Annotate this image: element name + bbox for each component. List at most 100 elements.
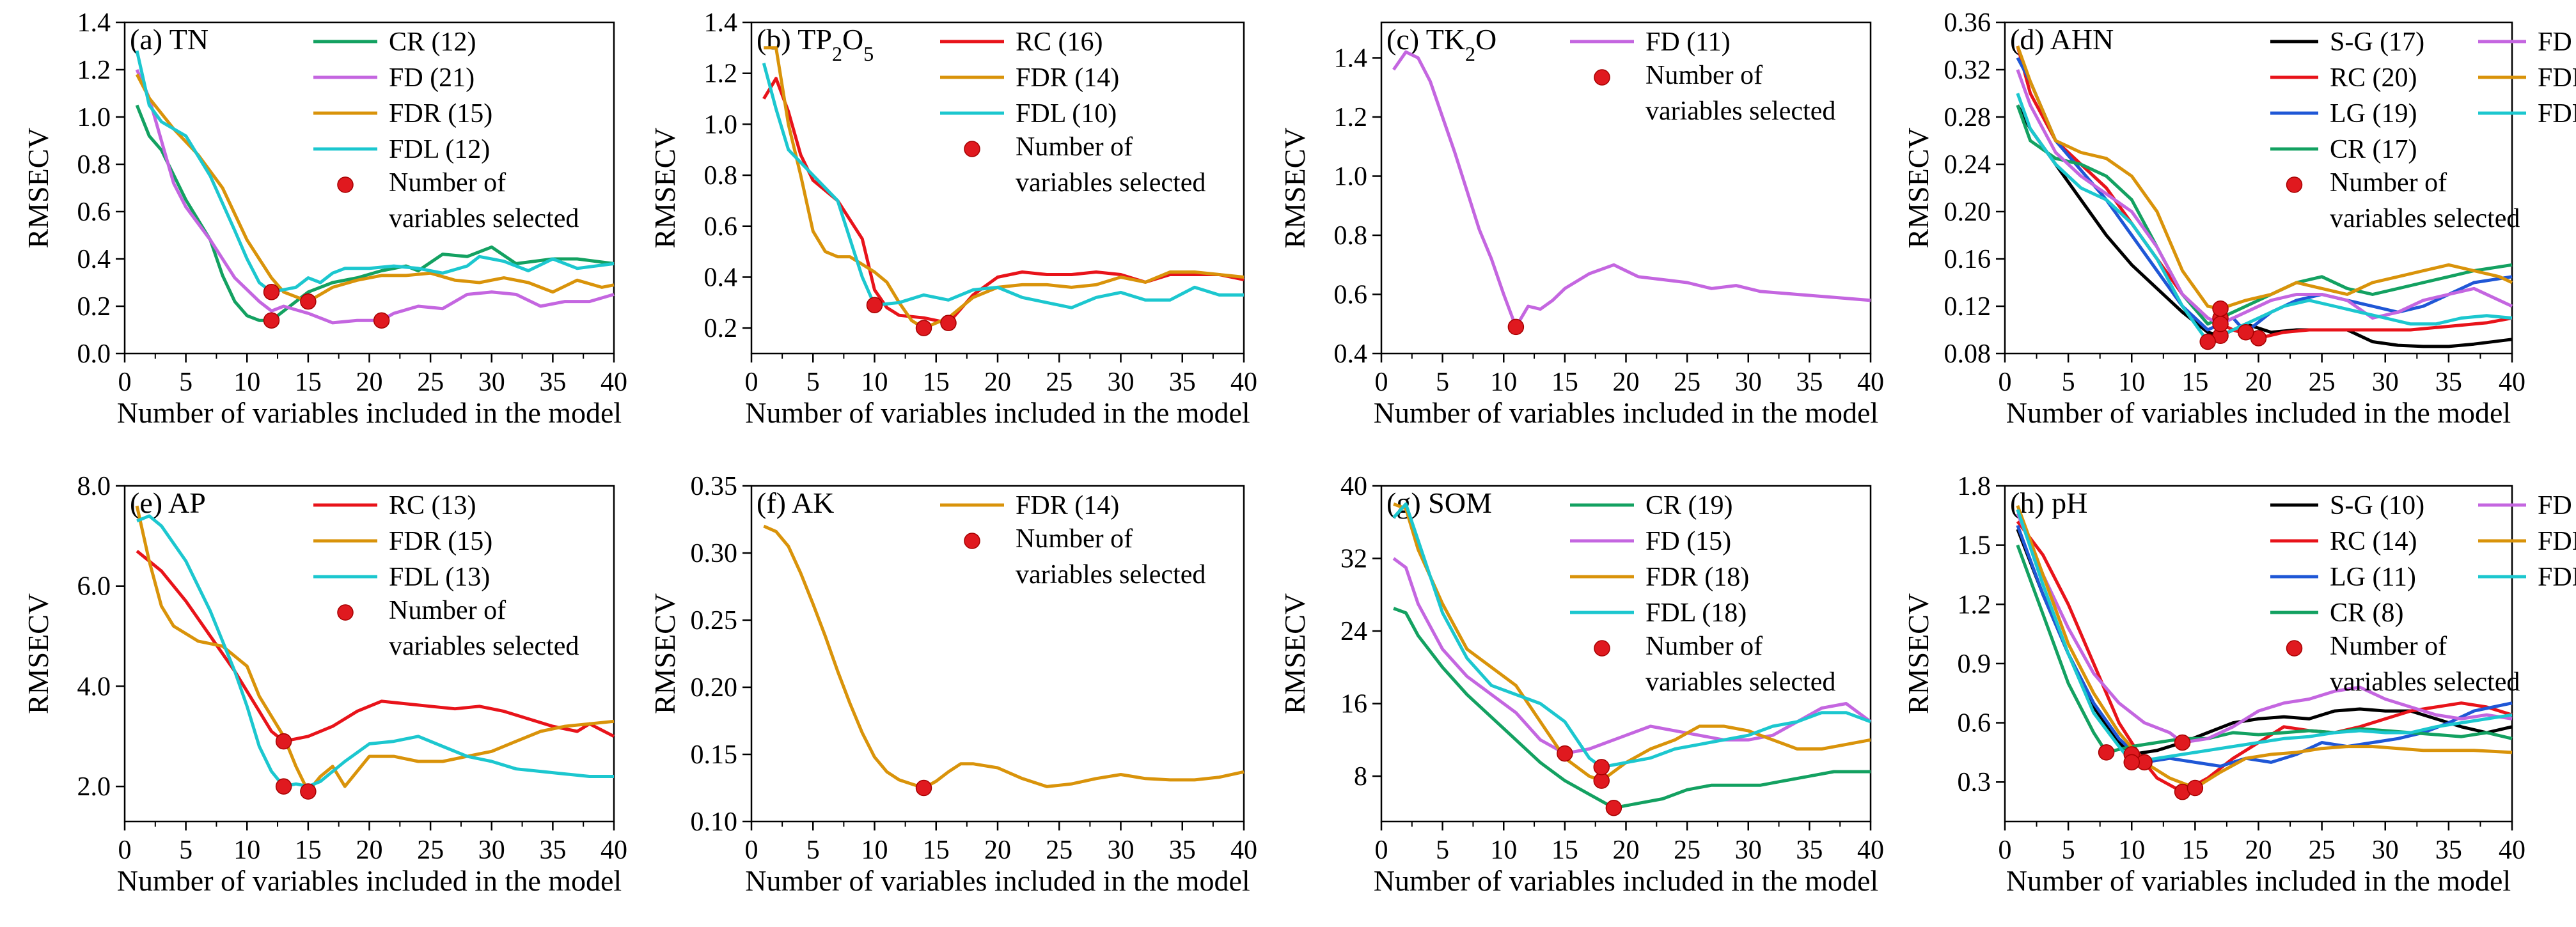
y-tick-label: 0.32	[1944, 56, 1991, 85]
legend-marker-label-line2: variables selected	[2330, 667, 2520, 697]
x-tick-label: 15	[295, 836, 322, 865]
chart-panel-d: 0 5 10 15 20 25 30 35 40 0.08 0.12 0.16 0.20 0.24 0.28…	[1902, 8, 2576, 429]
x-tick-label: 40	[2499, 368, 2525, 397]
selected-point-fdl	[2123, 754, 2140, 771]
legend-label-fdr: FDR (14)	[1016, 63, 1119, 93]
legend-marker-label-line2: variables selected	[389, 204, 579, 233]
series-line-fd	[1392, 557, 1872, 756]
legend-label-lg: LG (11)	[2330, 563, 2416, 592]
x-axis-label: Number of variables included in the mode…	[2006, 396, 2511, 429]
panel-title: (b) TP2O5	[757, 23, 874, 65]
chart-panel-b: 0 5 10 15 20 25 30 35 40 0.2 0.4 0.6 0.8 1.0 1.2 1.4 Num…	[648, 8, 1257, 429]
x-tick-label: 0	[1375, 836, 1388, 865]
x-tick-label: 25	[1674, 368, 1700, 397]
selected-point-cr	[1605, 799, 1622, 816]
series-line-fdl	[1392, 502, 1871, 769]
legend-marker-label-line1: Number of	[389, 596, 506, 625]
x-tick-label: 20	[984, 836, 1011, 865]
legend-marker-label-line1: Number of	[2330, 632, 2447, 661]
x-tick-label: 20	[984, 368, 1011, 397]
legend-label-fd: FD (17)	[2538, 27, 2576, 57]
legend-marker-dot	[2286, 640, 2303, 657]
y-axis-label: RMSECV	[648, 593, 681, 714]
y-tick-label: 1.2	[77, 56, 111, 85]
series-line-rc	[136, 549, 615, 744]
x-tick-label: 15	[1551, 368, 1578, 397]
series-line-fdr	[1393, 502, 1871, 783]
x-tick-label: 35	[2435, 836, 2462, 865]
x-axis-label: Number of variables included in the mode…	[2006, 864, 2511, 897]
selected-point-fd	[1507, 318, 1525, 336]
legend-label-s-g: S-G (17)	[2330, 27, 2424, 57]
y-tick-label: 0.36	[1944, 8, 1991, 38]
y-tick-label: 1.0	[77, 103, 111, 132]
panel-title: (g) SOM	[1386, 487, 1492, 519]
y-tick-label: 0.6	[77, 198, 111, 227]
x-tick-label: 10	[2118, 836, 2145, 865]
selected-point-fdr	[915, 779, 932, 797]
legend-label-fdr: FDR (15)	[389, 99, 492, 129]
y-axis-label: RMSECV	[1278, 593, 1311, 714]
series-line-fdr	[763, 524, 1245, 790]
legend-label-cr: CR (12)	[389, 27, 476, 57]
x-tick-label: 40	[601, 368, 627, 397]
legend-marker-dot	[964, 141, 980, 157]
x-tick-label: 0	[1999, 836, 2012, 865]
y-tick-label: 1.5	[1958, 531, 1991, 561]
y-axis-label: RMSECV	[1902, 593, 1935, 714]
x-axis-label: Number of variables included in the mode…	[745, 396, 1250, 429]
legend-label-fdr: FDR (15)	[389, 527, 492, 556]
panel-title: (e) AP	[130, 487, 206, 519]
x-axis-label: Number of variables included in the mode…	[117, 396, 622, 429]
legend-marker-label-line1: Number of	[1016, 524, 1133, 554]
x-tick-label: 40	[2499, 836, 2525, 865]
legend-label-fdl: FDL (10)	[1016, 99, 1117, 129]
x-tick-label: 0	[1375, 368, 1388, 397]
selected-point-fd	[2174, 734, 2191, 751]
x-tick-label: 25	[1674, 836, 1700, 865]
series-line-fdl	[2016, 93, 2513, 343]
x-tick-label: 15	[2181, 368, 2208, 397]
y-tick-label: 0.16	[1944, 245, 1991, 274]
x-tick-label: 10	[861, 368, 888, 397]
selected-point-fdr	[915, 320, 932, 336]
x-tick-label: 40	[1230, 368, 1257, 397]
legend-label-fdl: FDL (10)	[2538, 563, 2576, 592]
x-tick-label: 30	[1108, 836, 1135, 865]
y-tick-label: 8	[1354, 762, 1367, 791]
y-tick-label: 0.20	[1944, 198, 1991, 227]
x-tick-label: 40	[1857, 368, 1884, 397]
selected-point-fdr	[300, 293, 317, 310]
y-tick-label: 0.30	[691, 539, 738, 568]
x-tick-label: 25	[1046, 368, 1072, 397]
y-tick-label: 32	[1340, 545, 1367, 574]
y-tick-label: 1.4	[1334, 44, 1368, 74]
x-tick-label: 10	[1490, 368, 1517, 397]
series-line-cr	[2016, 104, 2513, 326]
x-tick-label: 40	[601, 836, 627, 865]
legend-label-fdr: FDR (14)	[1016, 491, 1119, 520]
selected-point-fdr	[1593, 772, 1610, 789]
selected-point-fdl	[1593, 759, 1610, 775]
x-tick-label: 5	[806, 368, 820, 397]
legend-marker-label-line1: Number of	[1645, 632, 1763, 661]
series-line-fd	[1392, 50, 1871, 329]
selected-point-fdr	[300, 783, 317, 800]
panel-title: (a) TN	[130, 23, 208, 56]
y-tick-label: 16	[1340, 690, 1367, 719]
legend-marker-dot	[337, 176, 354, 193]
y-tick-label: 40	[1340, 472, 1367, 501]
x-tick-label: 0	[745, 368, 758, 397]
x-tick-label: 0	[118, 836, 132, 865]
legend-marker-dot	[964, 533, 980, 549]
x-tick-label: 15	[923, 836, 950, 865]
series-line-cr	[2016, 544, 2513, 754]
chart-panel-e: 0 5 10 15 20 25 30 35 40 2.0 4.0 6.0 8.0 Number of va…	[22, 472, 627, 897]
legend-label-fdr: FDR (17)	[2538, 63, 2576, 93]
series-line-s-g	[2016, 528, 2513, 756]
plot-frame	[750, 485, 1245, 823]
y-tick-label: 0.28	[1944, 103, 1991, 132]
y-tick-label: 0.6	[704, 212, 738, 242]
y-tick-label: 0.4	[704, 263, 738, 292]
